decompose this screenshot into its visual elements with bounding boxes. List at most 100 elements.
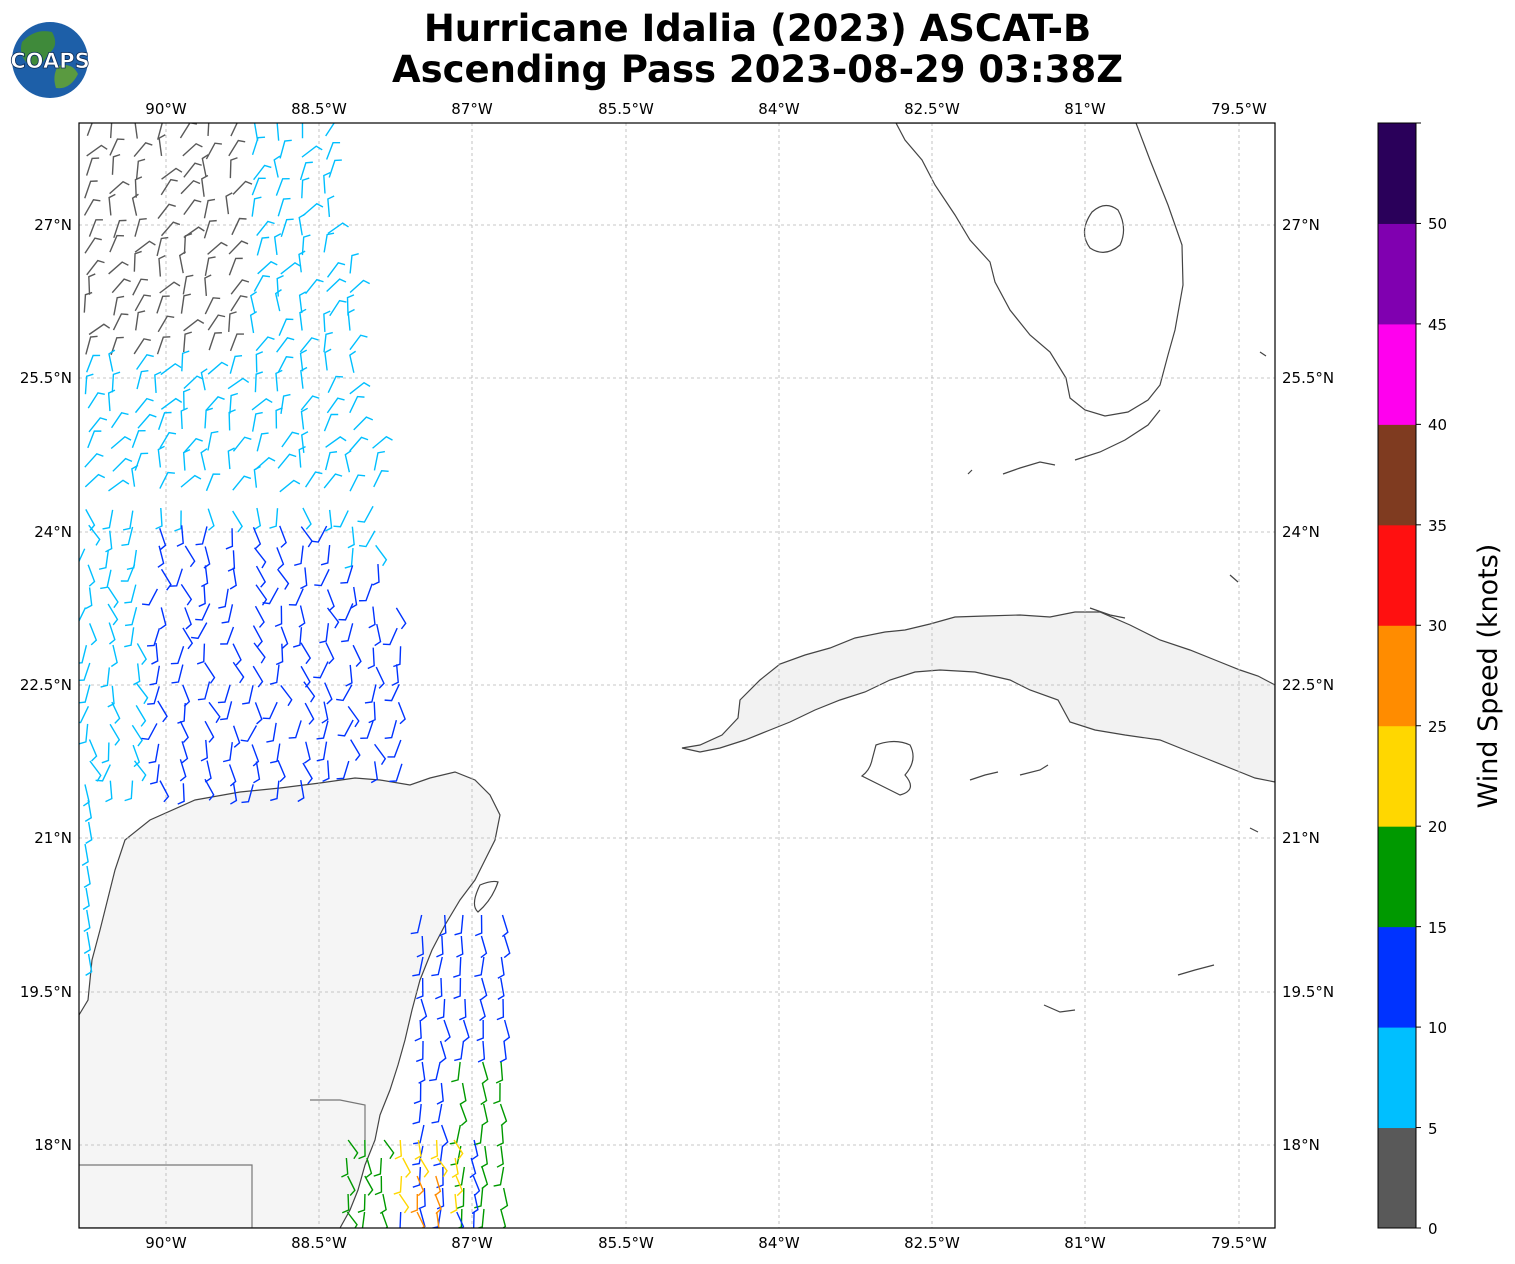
wind-barb xyxy=(275,369,283,392)
wind-barb xyxy=(100,569,112,590)
lon-label: 87°W xyxy=(451,100,493,118)
wind-barb xyxy=(280,262,302,275)
wind-barb xyxy=(349,474,366,492)
wind-barb xyxy=(112,313,129,331)
wind-barb xyxy=(338,603,354,621)
wind-barb xyxy=(473,1124,484,1146)
wind-barb xyxy=(101,742,110,764)
wind-barb xyxy=(160,178,178,196)
wind-barb xyxy=(314,569,330,587)
lat-label: 21°N xyxy=(1282,829,1320,847)
wind-barb xyxy=(297,780,305,803)
wind-barb xyxy=(292,627,303,648)
wind-barb xyxy=(416,1211,425,1228)
wind-barb xyxy=(434,1193,442,1215)
wind-barb xyxy=(320,544,331,566)
wind-barb xyxy=(262,587,279,605)
wind-barb xyxy=(269,664,280,685)
wind-barb xyxy=(228,139,246,157)
wind-barb xyxy=(336,760,350,780)
wind-barb xyxy=(133,760,147,782)
wind-barb xyxy=(132,744,141,768)
lat-label: 22.5°N xyxy=(20,676,72,694)
wind-barb xyxy=(79,723,89,745)
wind-barb xyxy=(124,780,134,802)
wind-barb xyxy=(133,250,142,272)
wind-barb xyxy=(326,262,346,278)
wind-barb xyxy=(136,370,149,390)
wind-barb xyxy=(253,642,266,664)
wind-barb xyxy=(418,1061,426,1084)
wind-barb xyxy=(88,417,108,433)
wind-barb xyxy=(229,567,237,590)
wind-barb xyxy=(182,388,191,410)
wind-barb xyxy=(182,331,192,353)
wind-barb xyxy=(288,588,304,606)
wind-barb xyxy=(111,153,121,175)
wind-barb xyxy=(481,1103,489,1127)
wind-barb xyxy=(495,1061,504,1084)
lat-label: 18°N xyxy=(34,1136,72,1154)
wind-barb xyxy=(180,584,193,606)
colorbar-tick: 50 xyxy=(1428,215,1447,233)
wind-barb xyxy=(85,157,100,176)
wind-barb xyxy=(304,702,315,725)
land-cuba xyxy=(681,611,1275,783)
wind-barb xyxy=(177,703,186,724)
wind-barb xyxy=(204,297,221,315)
wind-barb xyxy=(252,625,263,648)
wind-barb xyxy=(497,977,505,1000)
wind-barb xyxy=(178,251,187,274)
wind-barb xyxy=(254,605,265,628)
lon-label: 85.5°W xyxy=(598,100,654,118)
wind-barb xyxy=(459,1082,467,1105)
wind-barb xyxy=(266,722,277,743)
wind-barb xyxy=(394,1139,402,1160)
wind-barb xyxy=(347,308,355,331)
lon-label: 82.5°W xyxy=(904,1234,960,1252)
wind-barb xyxy=(294,545,304,566)
wind-barb xyxy=(83,199,101,216)
wind-barb xyxy=(269,508,279,529)
wind-barb xyxy=(412,1166,422,1188)
lat-label: 24°N xyxy=(1282,523,1320,541)
wind-barb xyxy=(374,623,382,647)
wind-barb xyxy=(183,375,204,390)
wind-barb xyxy=(231,217,247,236)
wind-barb xyxy=(109,723,121,746)
wind-barb xyxy=(84,180,98,199)
wind-barb xyxy=(134,452,149,471)
wind-barb xyxy=(383,1139,395,1160)
wind-barb xyxy=(298,250,306,273)
colorbar-segment xyxy=(1378,1027,1416,1129)
wind-barb xyxy=(159,607,167,630)
wind-barb xyxy=(200,448,208,471)
wind-barb xyxy=(301,123,304,139)
wind-barb xyxy=(232,510,243,533)
wind-barb xyxy=(480,935,488,959)
wind-barb xyxy=(227,550,236,572)
wind-barb xyxy=(253,465,261,488)
wind-barb xyxy=(158,254,166,277)
wind-barb xyxy=(112,457,133,472)
wind-barb xyxy=(459,1103,468,1127)
wind-barb xyxy=(113,295,125,316)
wind-barb xyxy=(141,588,159,606)
wind-barb xyxy=(257,260,278,275)
wind-barb xyxy=(364,684,377,704)
wind-barb xyxy=(108,622,116,645)
wind-barb xyxy=(431,956,443,977)
wind-barb xyxy=(451,1061,461,1083)
wind-barb xyxy=(158,134,166,157)
wind-barb xyxy=(207,241,228,255)
wind-barb xyxy=(349,381,371,395)
wind-barb xyxy=(275,407,283,429)
wind-barb xyxy=(180,179,201,195)
wind-barb xyxy=(83,909,91,932)
wind-barb xyxy=(412,1145,424,1166)
wind-barb xyxy=(433,1145,444,1167)
wind-barb xyxy=(273,155,281,178)
wind-barb xyxy=(85,821,93,844)
wind-barb xyxy=(481,1061,489,1085)
wind-barb xyxy=(253,507,262,531)
